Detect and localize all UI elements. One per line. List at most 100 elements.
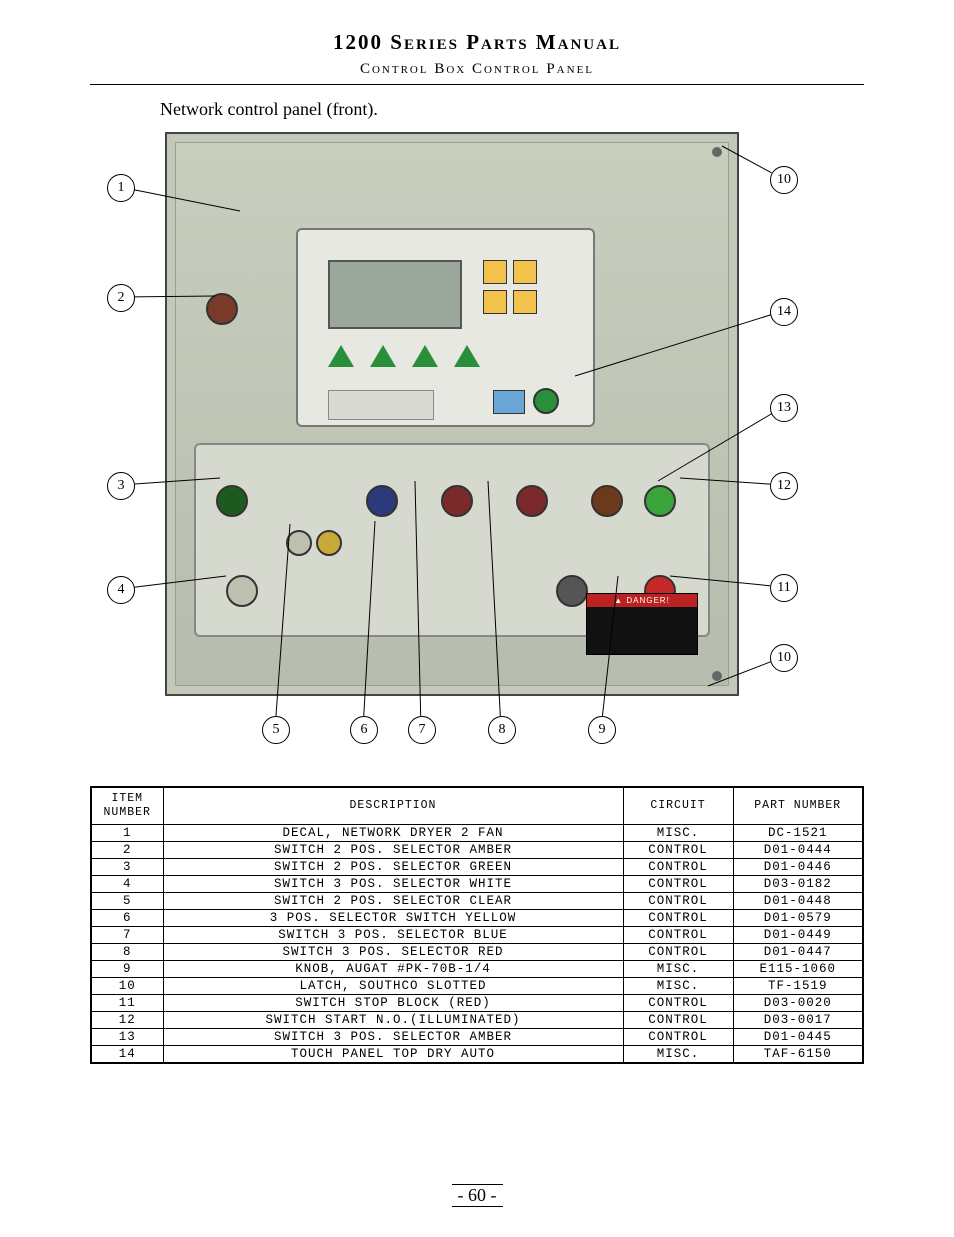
callout-bubble: 10	[770, 166, 798, 194]
cell-desc: SWITCH STOP BLOCK (RED)	[163, 994, 623, 1011]
page-subtitle: Control Box Control Panel	[90, 61, 864, 78]
cell-desc: 3 POS. SELECTOR SWITCH YELLOW	[163, 909, 623, 926]
cell-circuit: CONTROL	[623, 892, 733, 909]
table-row: 10LATCH, SOUTHCO SLOTTEDMISC.TF-1519	[91, 977, 863, 994]
cell-circuit: CONTROL	[623, 875, 733, 892]
figure: ▲ DANGER! 123456789101413121110	[90, 126, 864, 746]
col-item: ITEM NUMBER	[91, 787, 163, 824]
cell-part: D01-0444	[733, 841, 863, 858]
selector-green	[216, 485, 248, 517]
arrow-up-icon	[328, 345, 354, 367]
keypad-button	[493, 390, 525, 414]
table-row: 63 POS. SELECTOR SWITCH YELLOWCONTROLD01…	[91, 909, 863, 926]
cell-desc: SWITCH 2 POS. SELECTOR GREEN	[163, 858, 623, 875]
arrow-up-icon	[412, 345, 438, 367]
cell-desc: SWITCH 3 POS. SELECTOR AMBER	[163, 1028, 623, 1045]
keypad-button	[513, 290, 537, 314]
table-row: 4SWITCH 3 POS. SELECTOR WHITECONTROLD03-…	[91, 875, 863, 892]
cell-item: 6	[91, 909, 163, 926]
callout-bubble: 3	[107, 472, 135, 500]
cell-part: E115-1060	[733, 960, 863, 977]
lcd-screen	[328, 260, 462, 329]
page-footer: - 60 -	[90, 1184, 864, 1207]
cell-circuit: CONTROL	[623, 994, 733, 1011]
cell-desc: SWITCH 3 POS. SELECTOR BLUE	[163, 926, 623, 943]
callout-bubble: 10	[770, 644, 798, 672]
parts-table: ITEM NUMBER DESCRIPTION CIRCUIT PART NUM…	[90, 786, 864, 1064]
cell-circuit: MISC.	[623, 960, 733, 977]
col-desc: DESCRIPTION	[163, 787, 623, 824]
cell-part: DC-1521	[733, 824, 863, 841]
page-title: 1200 Series Parts Manual	[90, 30, 864, 55]
start-button	[644, 485, 676, 517]
cell-circuit: CONTROL	[623, 1028, 733, 1045]
cell-part: D01-0448	[733, 892, 863, 909]
rule	[90, 84, 864, 85]
cell-part: TAF-6150	[733, 1045, 863, 1063]
danger-label: ▲ DANGER!	[586, 593, 698, 655]
table-row: 7SWITCH 3 POS. SELECTOR BLUECONTROLD01-0…	[91, 926, 863, 943]
callout-bubble: 9	[588, 716, 616, 744]
callout-bubble: 14	[770, 298, 798, 326]
table-row: 12SWITCH START N.O.(ILLUMINATED)CONTROLD…	[91, 1011, 863, 1028]
callout-bubble: 8	[488, 716, 516, 744]
cell-part: D01-0447	[733, 943, 863, 960]
keypad-button	[483, 260, 507, 284]
selector-amber	[206, 293, 238, 325]
arrow-up-icon	[370, 345, 396, 367]
cell-desc: DECAL, NETWORK DRYER 2 FAN	[163, 824, 623, 841]
selector-blue	[366, 485, 398, 517]
cell-part: D01-0445	[733, 1028, 863, 1045]
callout-bubble: 12	[770, 472, 798, 500]
cell-desc: SWITCH 3 POS. SELECTOR WHITE	[163, 875, 623, 892]
cell-item: 10	[91, 977, 163, 994]
touch-panel	[296, 228, 595, 427]
cell-part: D01-0446	[733, 858, 863, 875]
cell-item: 12	[91, 1011, 163, 1028]
latch-icon	[712, 671, 722, 681]
cell-circuit: CONTROL	[623, 926, 733, 943]
cell-item: 7	[91, 926, 163, 943]
cell-circuit: MISC.	[623, 824, 733, 841]
selector-yellow	[316, 530, 342, 556]
table-row: 3SWITCH 2 POS. SELECTOR GREENCONTROLD01-…	[91, 858, 863, 875]
page-number: - 60 -	[452, 1184, 503, 1207]
callout-bubble: 2	[107, 284, 135, 312]
cell-item: 3	[91, 858, 163, 875]
cell-circuit: CONTROL	[623, 1011, 733, 1028]
cell-part: D03-0182	[733, 875, 863, 892]
cell-circuit: CONTROL	[623, 841, 733, 858]
selector-red	[516, 485, 548, 517]
callout-bubble: 1	[107, 174, 135, 202]
callout-bubble: 6	[350, 716, 378, 744]
cell-desc: SWITCH 2 POS. SELECTOR AMBER	[163, 841, 623, 858]
callout-bubble: 4	[107, 576, 135, 604]
cell-desc: LATCH, SOUTHCO SLOTTED	[163, 977, 623, 994]
cell-circuit: MISC.	[623, 1045, 733, 1063]
cell-item: 9	[91, 960, 163, 977]
cell-circuit: CONTROL	[623, 909, 733, 926]
table-row: 2SWITCH 2 POS. SELECTOR AMBERCONTROLD01-…	[91, 841, 863, 858]
cell-item: 13	[91, 1028, 163, 1045]
callout-bubble: 7	[408, 716, 436, 744]
selector-amber	[591, 485, 623, 517]
cell-item: 14	[91, 1045, 163, 1063]
table-row: 13SWITCH 3 POS. SELECTOR AMBERCONTROLD01…	[91, 1028, 863, 1045]
control-panel-photo: ▲ DANGER!	[165, 132, 739, 696]
col-part: PART NUMBER	[733, 787, 863, 824]
knob	[556, 575, 588, 607]
selector-white	[226, 575, 258, 607]
cell-item: 11	[91, 994, 163, 1011]
keypad-button	[513, 260, 537, 284]
selector-clear	[286, 530, 312, 556]
cell-part: D03-0017	[733, 1011, 863, 1028]
cell-part: D01-0579	[733, 909, 863, 926]
round-button	[533, 388, 559, 414]
latch-icon	[712, 147, 722, 157]
cell-circuit: CONTROL	[623, 858, 733, 875]
table-row: 11SWITCH STOP BLOCK (RED)CONTROLD03-0020	[91, 994, 863, 1011]
cell-desc: TOUCH PANEL TOP DRY AUTO	[163, 1045, 623, 1063]
cell-item: 5	[91, 892, 163, 909]
table-row: 9KNOB, AUGAT #PK-70B-1/4MISC.E115-1060	[91, 960, 863, 977]
cell-desc: KNOB, AUGAT #PK-70B-1/4	[163, 960, 623, 977]
